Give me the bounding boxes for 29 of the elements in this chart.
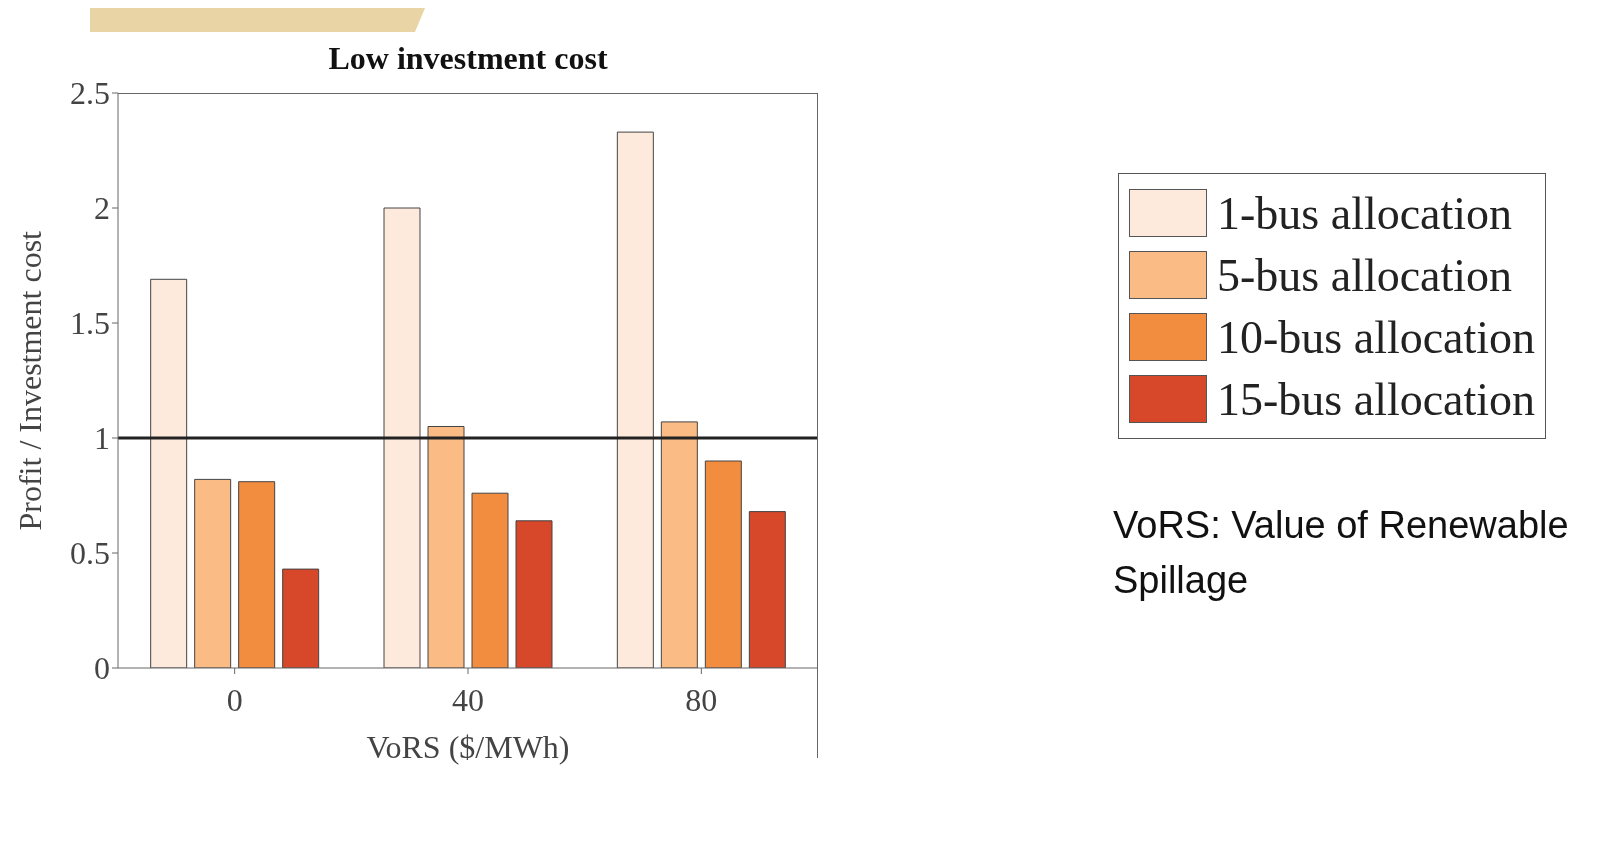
bar bbox=[515, 520, 553, 668]
bar bbox=[660, 421, 698, 668]
bar bbox=[616, 131, 654, 668]
bar bbox=[238, 481, 276, 668]
y-tick-label: 0 bbox=[94, 650, 110, 687]
chart-title: Low investment cost bbox=[327, 40, 609, 77]
bar bbox=[471, 492, 509, 668]
bar bbox=[150, 278, 188, 668]
bar bbox=[282, 568, 320, 668]
x-tick-label: 80 bbox=[685, 681, 718, 718]
bar bbox=[748, 511, 786, 668]
y-tick-label: 2 bbox=[94, 190, 110, 227]
x-tick-label: 0 bbox=[226, 681, 243, 718]
x-tick-label: 40 bbox=[452, 681, 484, 718]
legend-label: 15-bus allocation bbox=[1217, 372, 1536, 426]
legend-label: 10-bus allocation bbox=[1217, 310, 1536, 364]
legend-label: 1-bus allocation bbox=[1217, 186, 1513, 240]
y-tick-label: 1.5 bbox=[70, 305, 110, 342]
bar bbox=[194, 478, 232, 668]
y-axis-title: Profit / Investment cost bbox=[12, 230, 49, 531]
bar bbox=[383, 207, 421, 668]
text: VoRS: Value of Renewable Spillage bbox=[1113, 503, 1570, 604]
legend-label: 5-bus allocation bbox=[1217, 248, 1513, 302]
y-tick-label: 0.5 bbox=[70, 535, 110, 572]
y-tick-label: 1 bbox=[94, 420, 110, 457]
y-tick-label: 2.5 bbox=[70, 75, 110, 112]
bar bbox=[427, 426, 465, 668]
bar bbox=[704, 460, 742, 668]
x-axis-title: VoRS ($/MWh) bbox=[366, 729, 570, 765]
